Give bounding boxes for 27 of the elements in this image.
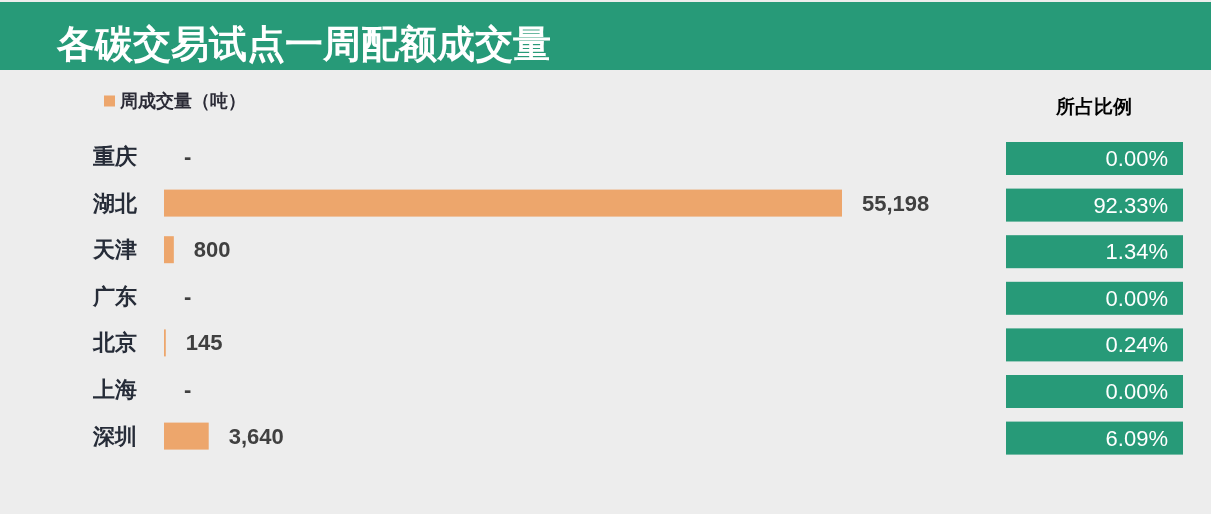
text: 92.33% [1093, 192, 1168, 218]
legend-label: 周成交量（吨） [119, 91, 246, 111]
text: 0.24% [1105, 332, 1168, 358]
text: 0.00% [1105, 379, 1168, 404]
bar [164, 422, 209, 450]
text: 6.09% [1105, 425, 1168, 451]
text: 0.00% [1105, 146, 1168, 171]
bar [164, 189, 842, 217]
y-tick-label: 重庆 [92, 144, 137, 169]
y-tick-label: 湖北 [92, 190, 138, 216]
data-label: - [184, 144, 192, 169]
text: 所占比例 [1055, 95, 1132, 117]
y-tick-label: 上海 [92, 377, 137, 402]
data-label: 800 [193, 237, 231, 263]
data-label: - [184, 283, 192, 309]
data-label: - [184, 377, 192, 402]
bar [164, 236, 174, 264]
data-label: 55,198 [862, 190, 930, 216]
y-tick-label: 北京 [92, 330, 137, 356]
chart-title: 各碳交易试点一周配额成交量 [56, 23, 551, 65]
text: 1.34% [1105, 239, 1168, 265]
data-label: 145 [185, 330, 223, 356]
text: 0.00% [1105, 285, 1168, 311]
y-tick-label: 深圳 [92, 423, 137, 449]
y-tick-label: 天津 [92, 237, 137, 263]
y-tick-label: 广东 [92, 283, 137, 309]
data-label: 3,640 [228, 423, 284, 449]
